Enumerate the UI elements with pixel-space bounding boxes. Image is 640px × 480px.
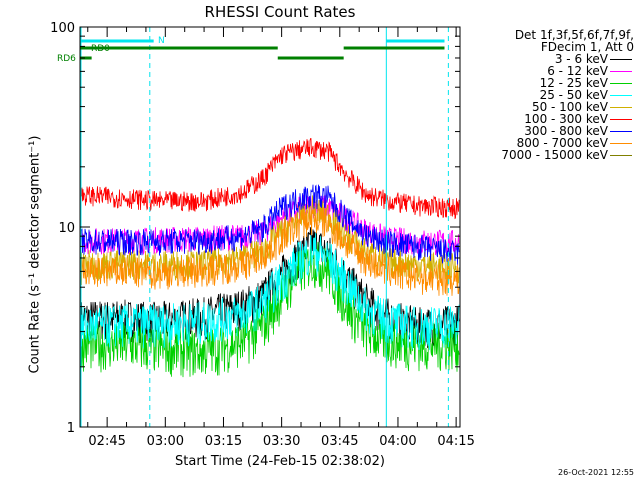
x-tick-label-1: 03:00 (147, 434, 184, 449)
legend-entry-7: 800 - 7000 keV (484, 137, 636, 149)
plot-frame (79, 26, 461, 428)
legend-swatch-7 (610, 143, 632, 144)
legend-entry-6: 300 - 800 keV (484, 125, 636, 137)
legend-swatch-6 (610, 131, 632, 132)
chart-title: RHESSI Count Rates (204, 3, 356, 21)
legend-label-8: 7000 - 15000 keV (501, 148, 608, 162)
legend-label-5: 100 - 300 keV (524, 112, 608, 126)
legend-entry-8: 7000 - 15000 keV (484, 149, 636, 161)
legend-swatch-2 (610, 83, 632, 84)
y-tick-label-1: 10 (58, 221, 75, 236)
legend-entry-2: 12 - 25 keV (484, 77, 636, 89)
legend: Det 1f,3f,5f,6f,7f,9f, FDecim 1, Att 0 3… (484, 29, 636, 161)
legend-entry-4: 50 - 100 keV (484, 101, 636, 113)
y-tick-label-0: 1 (67, 421, 75, 436)
series-line-2 (80, 241, 460, 378)
legend-label-3: 25 - 50 keV (539, 88, 608, 102)
series-line-3 (80, 233, 460, 351)
legend-entry-1: 6 - 12 keV (484, 65, 636, 77)
legend-header-line-1: Det 1f,3f,5f,6f,7f,9f, (514, 28, 634, 42)
legend-swatch-1 (610, 71, 632, 72)
legend-swatch-0 (610, 59, 632, 60)
legend-label-0: 3 - 6 keV (554, 52, 608, 66)
legend-swatch-4 (610, 107, 632, 108)
series-line-5 (80, 138, 460, 220)
legend-label-6: 300 - 800 keV (524, 124, 608, 138)
series-line-1 (80, 194, 460, 256)
legend-swatch-5 (610, 119, 632, 120)
x-tick-label-6: 04:15 (437, 434, 474, 449)
legend-label-4: 50 - 100 keV (531, 100, 608, 114)
legend-entry-0: 3 - 6 keV (484, 53, 636, 65)
legend-rows: 3 - 6 keV 6 - 12 keV 12 - 25 keV 25 - 50 ke… (484, 53, 636, 161)
x-tick-label-2: 03:15 (205, 434, 242, 449)
x-tick-label-3: 03:30 (263, 434, 300, 449)
x-axis-label: Start Time (24-Feb-15 02:38:02) (175, 454, 385, 469)
flag-label-n: N (158, 36, 165, 46)
footer-timestamp: 26-Oct-2021 12:55 (558, 468, 634, 477)
legend-entry-3: 25 - 50 keV (484, 89, 636, 101)
flag-label-rd6: RD6 (57, 54, 76, 64)
legend-entry-5: 100 - 300 keV (484, 113, 636, 125)
legend-swatch-8 (610, 155, 632, 156)
x-tick-label-0: 02:45 (88, 434, 125, 449)
series-line-7 (80, 207, 460, 296)
y-tick-label-2: 100 (50, 21, 75, 36)
series-line-6 (80, 184, 460, 266)
legend-label-7: 800 - 7000 keV (516, 136, 608, 150)
legend-label-1: 6 - 12 keV (547, 64, 608, 78)
y-axis-label: Count Rate (s⁻¹ detector segment⁻¹) (27, 135, 43, 374)
legend-label-2: 12 - 25 keV (539, 76, 608, 90)
legend-swatch-3 (610, 95, 632, 96)
flag-label-rd0: RD0 (91, 44, 110, 54)
x-tick-label-5: 04:00 (379, 434, 416, 449)
legend-header-line-2: FDecim 1, Att 0 (540, 40, 634, 54)
x-tick-label-4: 03:45 (321, 434, 358, 449)
